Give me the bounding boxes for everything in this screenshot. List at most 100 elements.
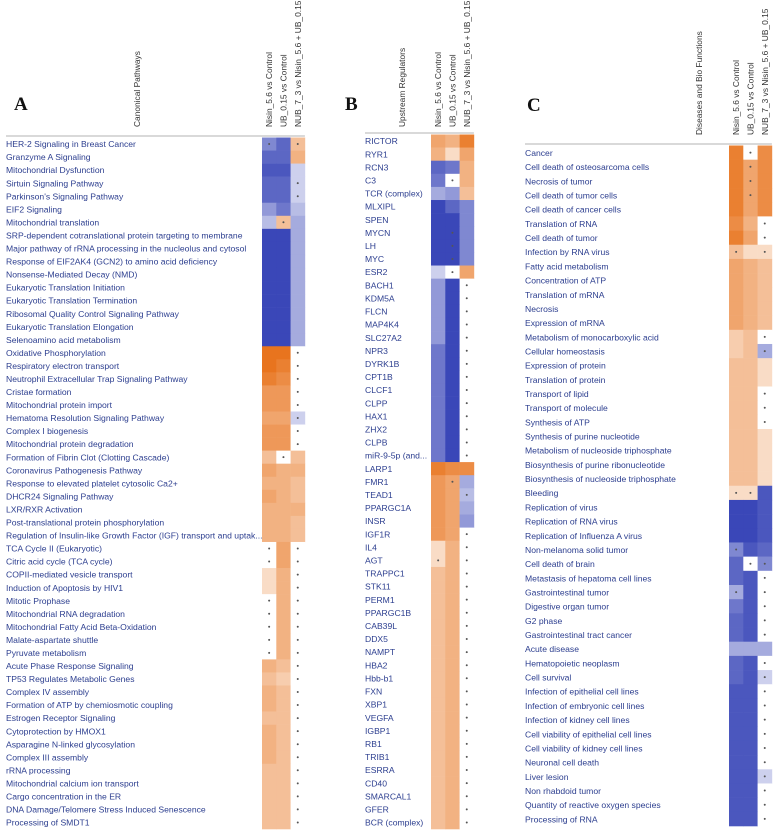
heatmap-cell — [276, 267, 291, 282]
heatmap-cell — [431, 527, 446, 542]
heatmap-cell — [262, 476, 277, 491]
row-label: Mitochondrial RNA degradation — [6, 609, 125, 619]
null-dot — [735, 491, 738, 494]
row-label: Infection by RNA virus — [525, 247, 610, 257]
heatmap-cell — [431, 304, 446, 319]
heatmap-cell — [743, 684, 758, 699]
null-dot — [296, 573, 299, 576]
heatmap-cell — [757, 145, 773, 160]
heatmap-cell — [743, 613, 758, 628]
heatmap-cell — [743, 457, 758, 472]
heatmap-cell — [431, 540, 446, 555]
null-dot — [296, 195, 299, 198]
heatmap-cell — [743, 443, 758, 458]
heatmap-cell — [729, 258, 744, 274]
null-dot — [465, 821, 468, 824]
heatmap-cell — [290, 228, 306, 243]
heatmap-cell — [431, 684, 446, 699]
heatmap-cell — [459, 462, 475, 476]
row-label: Cell death of tumor — [525, 233, 598, 243]
heatmap-cell — [276, 346, 291, 360]
heatmap-cell — [729, 471, 744, 487]
row-label: Metabolism of monocarboxylic acid — [525, 332, 659, 342]
heatmap-cell — [459, 173, 475, 188]
column-header-a-nub: NUB_7_3 vs Nisin_5.6 + UB_0.15 — [293, 0, 303, 127]
heatmap-cell — [431, 265, 446, 279]
heatmap-cell — [445, 396, 460, 410]
heatmap-cell — [276, 789, 291, 804]
heatmap-cell — [431, 606, 446, 620]
heatmap-cell — [262, 672, 277, 686]
row-label: PERM1 — [365, 595, 395, 605]
heatmap-cell — [431, 566, 446, 581]
null-dot — [465, 782, 468, 785]
null-dot — [763, 803, 766, 806]
heatmap-cell — [262, 202, 277, 217]
column-header-c-nisin: Nisin_5.6 vs Control — [731, 60, 741, 135]
heatmap-cell — [729, 315, 744, 331]
heatmap-cell — [262, 267, 277, 282]
row-label: Pyruvate metabolism — [6, 648, 86, 658]
heatmap-cell — [431, 278, 446, 293]
heatmap-cell — [262, 254, 277, 269]
null-dot — [268, 560, 271, 563]
row-label: BACH1 — [365, 280, 394, 290]
null-dot — [763, 335, 766, 338]
null-dot — [451, 231, 454, 234]
null-dot — [763, 406, 766, 409]
row-label: Selenoamino acid metabolism — [6, 335, 121, 345]
row-label: Transport of molecule — [525, 403, 608, 413]
row-label: SLC27A2 — [365, 333, 402, 343]
heatmap-cell — [431, 593, 446, 607]
row-label: Induction of Apoptosis by HIV1 — [6, 583, 123, 593]
heatmap-cell — [743, 287, 758, 302]
null-dot — [465, 533, 468, 536]
heatmap-cell — [262, 724, 277, 738]
heatmap-cell — [445, 593, 460, 607]
row-label: G2 phase — [525, 616, 562, 626]
row-label: Malate-aspartate shuttle — [6, 635, 98, 645]
heatmap-cell — [743, 655, 758, 671]
row-label: MLXIPL — [365, 202, 396, 212]
heatmap-cell — [276, 763, 291, 778]
heatmap-cell — [431, 186, 446, 201]
row-label: Quantity of reactive oxygen species — [525, 800, 661, 810]
heatmap-cell — [757, 485, 773, 501]
null-dot — [296, 560, 299, 563]
row-label: Metabolism of nucleoside triphosphate — [525, 446, 672, 456]
row-label: Parkinson's Signaling Pathway — [6, 191, 124, 201]
heatmap-cell — [743, 258, 758, 274]
null-dot — [763, 576, 766, 579]
heatmap-cell — [445, 147, 460, 162]
row-label: Cristae formation — [6, 387, 72, 397]
heatmap-cell — [743, 216, 758, 231]
heatmap-cell — [290, 241, 306, 256]
null-dot — [268, 625, 271, 628]
heatmap-cell — [262, 763, 277, 778]
row-label: BCR (complex) — [365, 818, 423, 828]
heatmap-cell — [729, 599, 744, 614]
row-label: TEAD1 — [365, 490, 393, 500]
heatmap-cell — [276, 750, 291, 765]
null-dot — [282, 221, 285, 224]
column-header-a-ub: UB_0.15 vs Control — [278, 54, 288, 127]
row-label: Expression of protein — [525, 361, 606, 371]
heatmap-cell — [431, 147, 446, 162]
row-label: Gastrointestinal tumor — [525, 587, 609, 597]
heatmap-cell — [431, 422, 446, 437]
heatmap-cell — [729, 670, 744, 685]
heatmap-cell — [729, 400, 744, 416]
row-label: MAP4K4 — [365, 320, 399, 330]
heatmap-cell — [729, 499, 744, 515]
null-dot — [465, 755, 468, 758]
heatmap-cell — [262, 228, 277, 243]
heatmap-cell — [445, 462, 460, 476]
row-label: Liver lesion — [525, 772, 569, 782]
row-label: Synthesis of purine nucleotide — [525, 432, 640, 442]
heatmap-cell — [276, 241, 291, 256]
heatmap-cell — [290, 502, 306, 517]
row-label: Replication of RNA virus — [525, 517, 618, 527]
null-dot — [451, 480, 454, 483]
heatmap-cell — [276, 685, 291, 699]
row-label: SPEN — [365, 215, 388, 225]
